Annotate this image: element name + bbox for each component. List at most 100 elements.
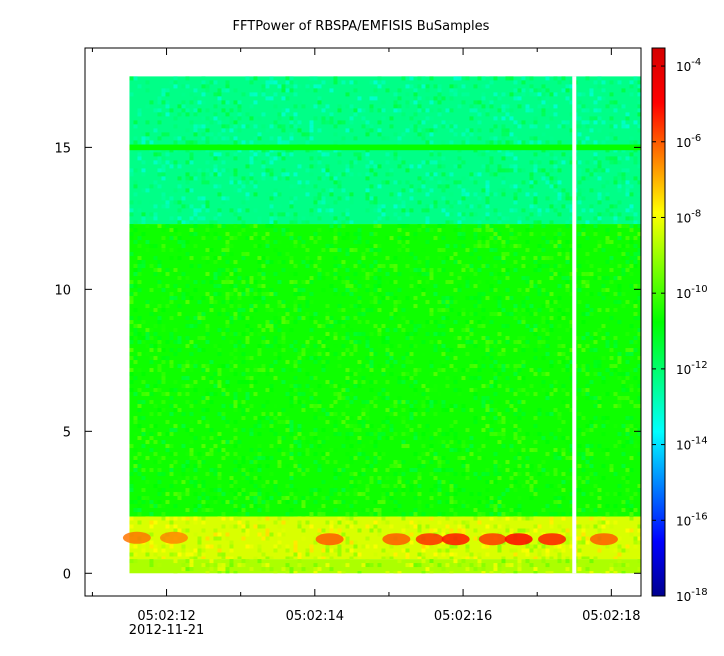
speckle bbox=[501, 136, 506, 141]
speckle bbox=[233, 344, 238, 349]
speckle bbox=[529, 184, 534, 189]
speckle bbox=[157, 112, 162, 117]
speckle bbox=[165, 284, 170, 289]
speckle bbox=[545, 452, 550, 457]
speckle bbox=[313, 488, 318, 493]
speckle bbox=[153, 520, 158, 525]
speckle bbox=[557, 228, 562, 233]
speckle bbox=[337, 384, 342, 389]
speckle bbox=[157, 172, 162, 177]
speckle bbox=[325, 520, 330, 525]
speckle bbox=[329, 244, 334, 249]
speckle bbox=[169, 360, 174, 365]
speckle bbox=[417, 96, 422, 101]
speckle bbox=[465, 468, 470, 473]
speckle bbox=[537, 468, 542, 473]
speckle bbox=[517, 408, 522, 413]
speckle bbox=[609, 260, 614, 265]
speckle bbox=[509, 164, 514, 169]
speckle bbox=[281, 96, 286, 101]
speckle bbox=[129, 340, 134, 345]
speckle bbox=[461, 444, 466, 449]
speckle bbox=[533, 284, 538, 289]
speckle bbox=[441, 184, 446, 189]
speckle bbox=[469, 364, 474, 369]
speckle bbox=[281, 408, 286, 413]
speckle bbox=[561, 120, 566, 125]
speckle bbox=[149, 504, 154, 509]
speckle bbox=[269, 428, 274, 433]
speckle bbox=[165, 204, 170, 209]
speckle bbox=[457, 336, 462, 341]
speckle bbox=[329, 380, 334, 385]
speckle bbox=[245, 236, 250, 241]
speckle bbox=[297, 452, 302, 457]
speckle bbox=[637, 100, 642, 105]
speckle bbox=[537, 524, 542, 529]
speckle bbox=[549, 116, 554, 121]
speckle bbox=[561, 548, 566, 553]
speckle bbox=[225, 248, 230, 253]
speckle bbox=[293, 308, 298, 313]
speckle bbox=[601, 184, 606, 189]
speckle bbox=[317, 508, 322, 513]
speckle bbox=[225, 152, 230, 157]
speckle bbox=[285, 544, 290, 549]
speckle bbox=[577, 548, 582, 553]
speckle bbox=[353, 488, 358, 493]
speckle bbox=[469, 344, 474, 349]
speckle bbox=[557, 456, 562, 461]
speckle bbox=[569, 500, 574, 505]
speckle bbox=[533, 332, 538, 337]
speckle bbox=[449, 120, 454, 125]
speckle bbox=[317, 512, 322, 517]
speckle bbox=[197, 284, 202, 289]
speckle bbox=[549, 524, 554, 529]
speckle bbox=[557, 272, 562, 277]
speckle bbox=[401, 372, 406, 377]
speckle bbox=[429, 496, 434, 501]
speckle bbox=[537, 96, 542, 101]
speckle bbox=[241, 224, 246, 229]
speckle bbox=[129, 284, 134, 289]
speckle bbox=[305, 340, 310, 345]
speckle bbox=[633, 540, 638, 545]
speckle bbox=[353, 232, 358, 237]
speckle bbox=[197, 264, 202, 269]
speckle bbox=[449, 552, 454, 557]
speckle bbox=[485, 436, 490, 441]
speckle bbox=[629, 192, 634, 197]
speckle bbox=[281, 528, 286, 533]
speckle bbox=[205, 204, 210, 209]
speckle bbox=[337, 304, 342, 309]
speckle bbox=[373, 276, 378, 281]
speckle bbox=[205, 200, 210, 205]
speckle bbox=[349, 392, 354, 397]
speckle bbox=[297, 100, 302, 105]
speckle bbox=[373, 396, 378, 401]
speckle bbox=[273, 404, 278, 409]
speckle bbox=[261, 84, 266, 89]
speckle bbox=[321, 364, 326, 369]
speckle bbox=[245, 408, 250, 413]
speckle bbox=[633, 368, 638, 373]
speckle bbox=[157, 260, 162, 265]
speckle bbox=[569, 80, 574, 85]
speckle bbox=[201, 444, 206, 449]
speckle bbox=[401, 112, 406, 117]
speckle bbox=[345, 232, 350, 237]
speckle bbox=[593, 248, 598, 253]
speckle bbox=[493, 296, 498, 301]
speckle bbox=[317, 444, 322, 449]
speckle bbox=[233, 504, 238, 509]
speckle bbox=[137, 436, 142, 441]
speckle bbox=[285, 520, 290, 525]
speckle bbox=[369, 128, 374, 133]
speckle bbox=[609, 364, 614, 369]
speckle bbox=[425, 96, 430, 101]
speckle bbox=[489, 192, 494, 197]
speckle bbox=[537, 472, 542, 477]
speckle bbox=[625, 184, 630, 189]
speckle bbox=[357, 368, 362, 373]
speckle bbox=[261, 272, 266, 277]
